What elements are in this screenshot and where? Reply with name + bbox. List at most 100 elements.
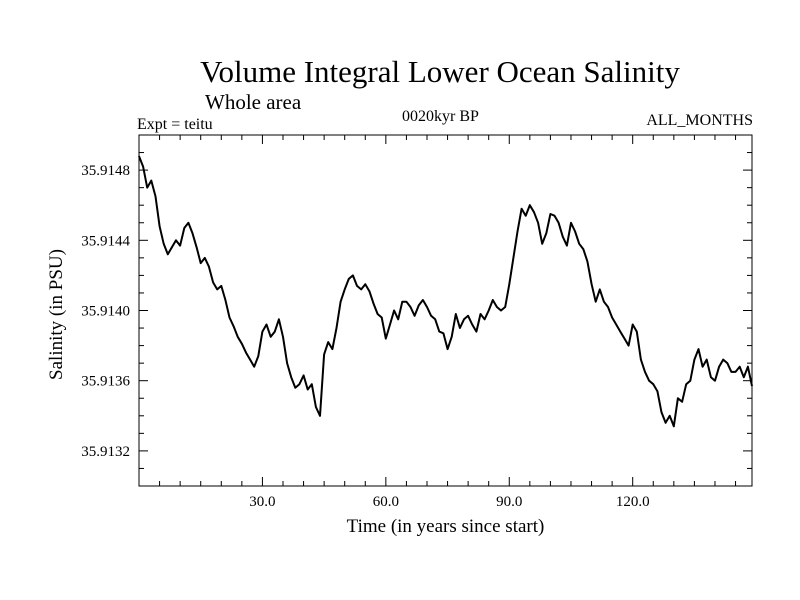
data-point <box>360 288 362 290</box>
data-point <box>669 415 671 417</box>
data-point <box>241 343 243 345</box>
data-point <box>377 313 379 315</box>
data-point <box>171 246 173 248</box>
data-point <box>640 359 642 361</box>
data-point <box>632 323 634 326</box>
data-point <box>364 283 366 285</box>
data-point <box>628 345 630 347</box>
data-point <box>525 215 527 217</box>
data-point <box>191 232 194 234</box>
data-point <box>451 336 453 338</box>
data-point <box>159 225 161 227</box>
data-point <box>710 376 712 378</box>
data-point <box>660 411 663 413</box>
data-point <box>220 285 222 287</box>
data-point <box>348 278 350 280</box>
data-point <box>553 215 556 217</box>
data-point <box>619 331 621 333</box>
series-line-salinity <box>138 155 753 428</box>
data-point <box>685 383 687 385</box>
data-point <box>405 301 407 303</box>
data-point <box>224 299 226 301</box>
data-point <box>718 366 720 368</box>
experiment-label: Expt = teitu <box>137 116 213 133</box>
data-point <box>228 316 231 319</box>
data-point <box>175 239 177 241</box>
data-point <box>146 187 148 189</box>
data-point <box>702 366 704 368</box>
data-point <box>730 371 733 373</box>
data-point <box>516 230 519 233</box>
data-point <box>459 327 461 329</box>
data-point <box>447 348 449 350</box>
x-tick-label: 120.0 <box>616 494 650 510</box>
plot-frame <box>138 134 753 487</box>
data-point <box>245 352 247 354</box>
data-point <box>595 301 597 303</box>
data-point <box>697 348 700 350</box>
data-point <box>294 387 296 389</box>
data-point <box>582 248 584 250</box>
data-point <box>183 227 185 229</box>
data-point <box>138 155 140 157</box>
data-point <box>722 359 724 361</box>
data-point <box>623 338 626 340</box>
data-point <box>656 390 659 392</box>
data-point <box>743 376 745 378</box>
data-point <box>529 204 531 206</box>
data-point <box>311 383 313 385</box>
data-point <box>216 288 218 290</box>
data-point <box>352 274 354 276</box>
data-point <box>237 336 239 338</box>
data-point <box>652 383 654 385</box>
data-point <box>208 266 210 268</box>
y-tick-label: 35.9148 <box>81 163 130 179</box>
chart-title: Volume Integral Lower Ocean Salinity <box>200 54 680 89</box>
data-point <box>504 306 506 308</box>
data-point <box>681 401 683 403</box>
data-point <box>393 309 395 312</box>
data-point <box>648 380 650 382</box>
data-point <box>607 306 609 308</box>
data-point <box>747 366 749 368</box>
data-point <box>414 315 416 317</box>
data-point <box>307 388 309 391</box>
data-point <box>212 281 214 283</box>
data-point <box>286 362 288 364</box>
data-point <box>693 359 696 361</box>
data-point <box>751 385 753 387</box>
x-tick-label: 60.0 <box>373 494 399 510</box>
data-point <box>677 397 679 399</box>
data-point <box>282 336 284 338</box>
data-point <box>344 288 346 290</box>
data-point <box>270 336 272 338</box>
data-point <box>335 327 338 329</box>
data-point <box>187 222 189 224</box>
data-point <box>586 260 589 262</box>
data-point <box>467 315 469 317</box>
data-point <box>233 325 235 327</box>
data-point <box>558 222 560 224</box>
data-point <box>739 366 741 368</box>
data-point <box>298 383 300 385</box>
x-axis-label: Time (in years since start) <box>347 516 545 537</box>
data-point <box>274 331 276 333</box>
data-point <box>154 195 157 197</box>
data-point <box>167 253 169 255</box>
data-point <box>599 288 601 290</box>
data-point <box>615 323 617 326</box>
data-point <box>475 331 477 333</box>
data-point <box>142 166 144 168</box>
data-point <box>397 318 399 320</box>
data-point <box>706 359 708 361</box>
data-point <box>512 257 515 259</box>
data-point <box>327 341 329 343</box>
data-point <box>484 318 486 320</box>
data-point <box>303 374 305 376</box>
data-point <box>249 359 251 361</box>
data-point <box>434 318 436 320</box>
y-tick-label: 35.9132 <box>81 444 130 460</box>
data-point <box>422 299 424 301</box>
y-tick-label: 35.9140 <box>81 304 130 320</box>
